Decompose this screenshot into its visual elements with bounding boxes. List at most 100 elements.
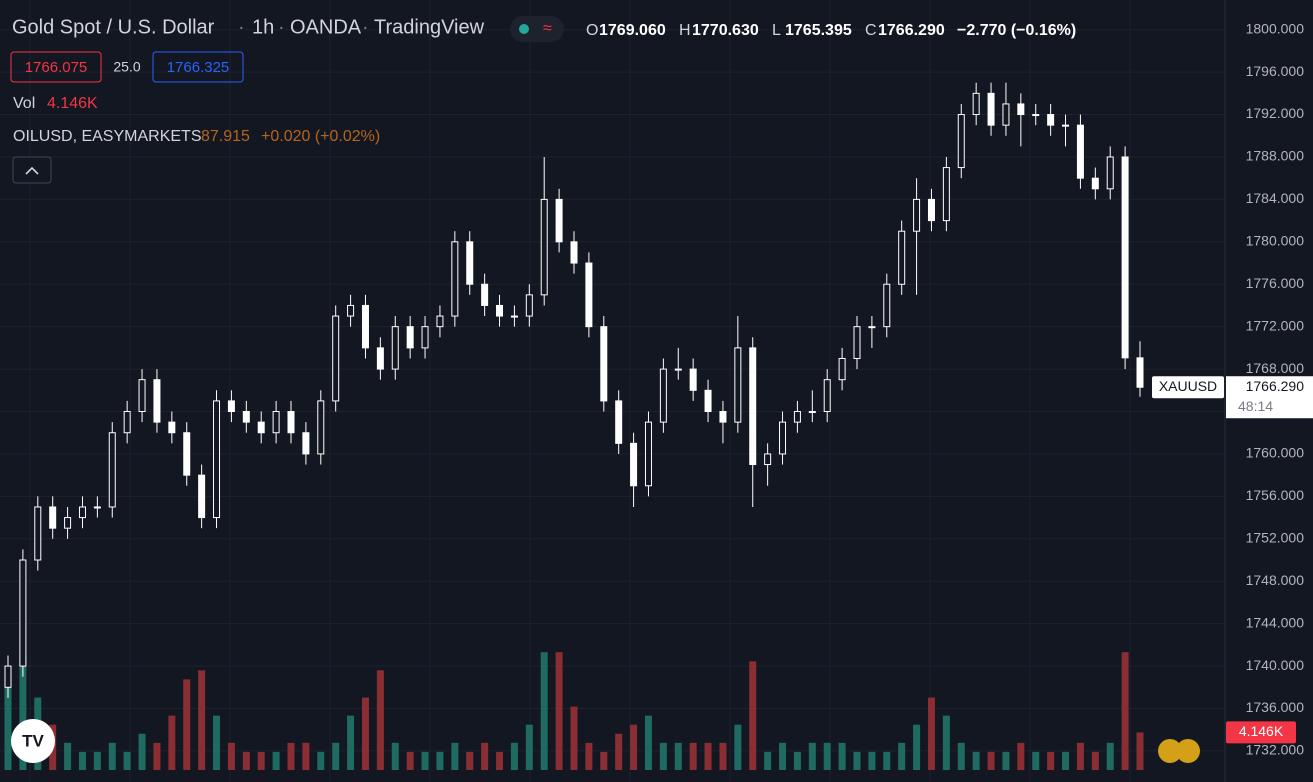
volume-bar <box>64 742 72 770</box>
status-pill[interactable] <box>510 16 564 42</box>
candle-body <box>421 326 429 349</box>
volume-bar <box>406 751 414 770</box>
volume-bar <box>361 697 369 770</box>
volume-bar <box>957 742 965 770</box>
candle-body <box>1032 114 1040 117</box>
source: OANDA <box>290 16 362 38</box>
grid <box>0 0 1225 782</box>
candle-body <box>972 92 980 116</box>
volume-bar <box>1062 751 1070 770</box>
candle-body <box>466 241 474 285</box>
ohlc-value: 1769.060 <box>599 22 666 39</box>
logo-bg[interactable] <box>11 719 55 763</box>
candle-body <box>838 357 846 381</box>
y-tick-label: 1756.000 <box>1246 487 1305 503</box>
volume-bar <box>272 751 280 770</box>
volume-bar <box>93 751 101 770</box>
candle-body <box>78 506 86 519</box>
candle-body <box>1017 103 1025 116</box>
candle-body <box>555 198 563 243</box>
volume-bar <box>972 751 980 770</box>
candle-body <box>287 411 295 434</box>
volume-bar <box>808 742 816 770</box>
candle-body <box>19 559 27 667</box>
overlay-change: +0.020 (+0.02%) <box>261 128 380 145</box>
spread: 25.0 <box>113 59 140 75</box>
volume-title: Vol <box>13 95 35 112</box>
candle-body <box>242 411 250 423</box>
volume-bar <box>868 751 876 770</box>
volume-bar <box>689 742 697 770</box>
volume-bar <box>376 670 384 770</box>
volume-bar <box>1017 742 1025 770</box>
candle-body <box>272 411 280 434</box>
volume-bar <box>555 652 563 770</box>
candle-body <box>138 379 146 413</box>
y-tick-label: 1780.000 <box>1246 233 1305 249</box>
candle-body <box>361 304 369 349</box>
candle-body <box>779 421 787 455</box>
volume-bar <box>19 652 27 770</box>
ohlc-value: 1770.630 <box>692 22 759 39</box>
volume-bar <box>1091 751 1099 770</box>
volume-tag-bg <box>1226 721 1296 744</box>
volume-bar <box>287 742 295 770</box>
interval: 1h <box>252 16 274 38</box>
candle-body <box>913 198 921 232</box>
volume-bar <box>466 751 474 770</box>
volume-bar <box>451 742 459 770</box>
candle-body <box>525 294 533 317</box>
volume-bar <box>1002 751 1010 770</box>
collapse-button[interactable] <box>12 156 52 184</box>
candle-body <box>332 315 340 402</box>
y-tick-label: 1740.000 <box>1246 657 1305 673</box>
candle-body <box>1121 156 1129 359</box>
candle-body <box>257 421 265 434</box>
volume-bar <box>317 751 325 770</box>
sep: · <box>362 16 369 38</box>
candle-body <box>347 304 355 317</box>
volume-bar <box>674 742 682 770</box>
ohlc-key: L <box>772 22 781 39</box>
volume-bar <box>883 751 891 770</box>
ohlc-value: 1766.290 <box>878 22 945 39</box>
bid-box[interactable] <box>10 51 102 83</box>
volume-bar <box>153 742 161 770</box>
candle-body <box>1076 124 1084 179</box>
ohlc-key: C <box>865 22 877 39</box>
candle-body <box>615 400 623 444</box>
overlay-symbol: OILUSD, EASYMARKETS <box>13 128 202 145</box>
y-tick-label: 1796.000 <box>1246 63 1305 79</box>
candle-body <box>108 432 116 508</box>
y-tick-label: 1788.000 <box>1246 148 1305 164</box>
candle-body <box>49 506 57 529</box>
candle-body <box>227 400 235 413</box>
candle-body <box>749 347 757 466</box>
candle-body <box>1047 114 1055 126</box>
candle-body <box>808 411 816 414</box>
volume-bar <box>421 751 429 770</box>
candle-body <box>451 241 459 317</box>
volume-bar <box>913 724 921 770</box>
price-tag-price: 1766.290 <box>1246 378 1305 394</box>
volume-bar <box>168 715 176 770</box>
candle-body <box>123 411 131 434</box>
volume-bar <box>749 661 757 770</box>
volume-bar <box>600 751 608 770</box>
candle-body <box>1106 156 1114 190</box>
header: Gold Spot / U.S. Dollar · 1h · OANDA · T… <box>12 16 485 38</box>
price-tag-symbol-bg <box>1152 376 1224 399</box>
candle-body <box>630 442 638 487</box>
sep: · <box>278 16 285 38</box>
volume-bar <box>183 679 191 770</box>
candle-body <box>93 506 101 509</box>
volume-bar <box>481 742 489 770</box>
candle-body <box>496 304 504 317</box>
volume-bar <box>734 724 742 770</box>
volume-bar <box>570 706 578 770</box>
volume-bar <box>213 715 221 770</box>
ask-box[interactable] <box>152 51 244 83</box>
volume-bar <box>987 751 995 770</box>
candle-body <box>376 347 384 370</box>
volume-bar <box>823 742 831 770</box>
